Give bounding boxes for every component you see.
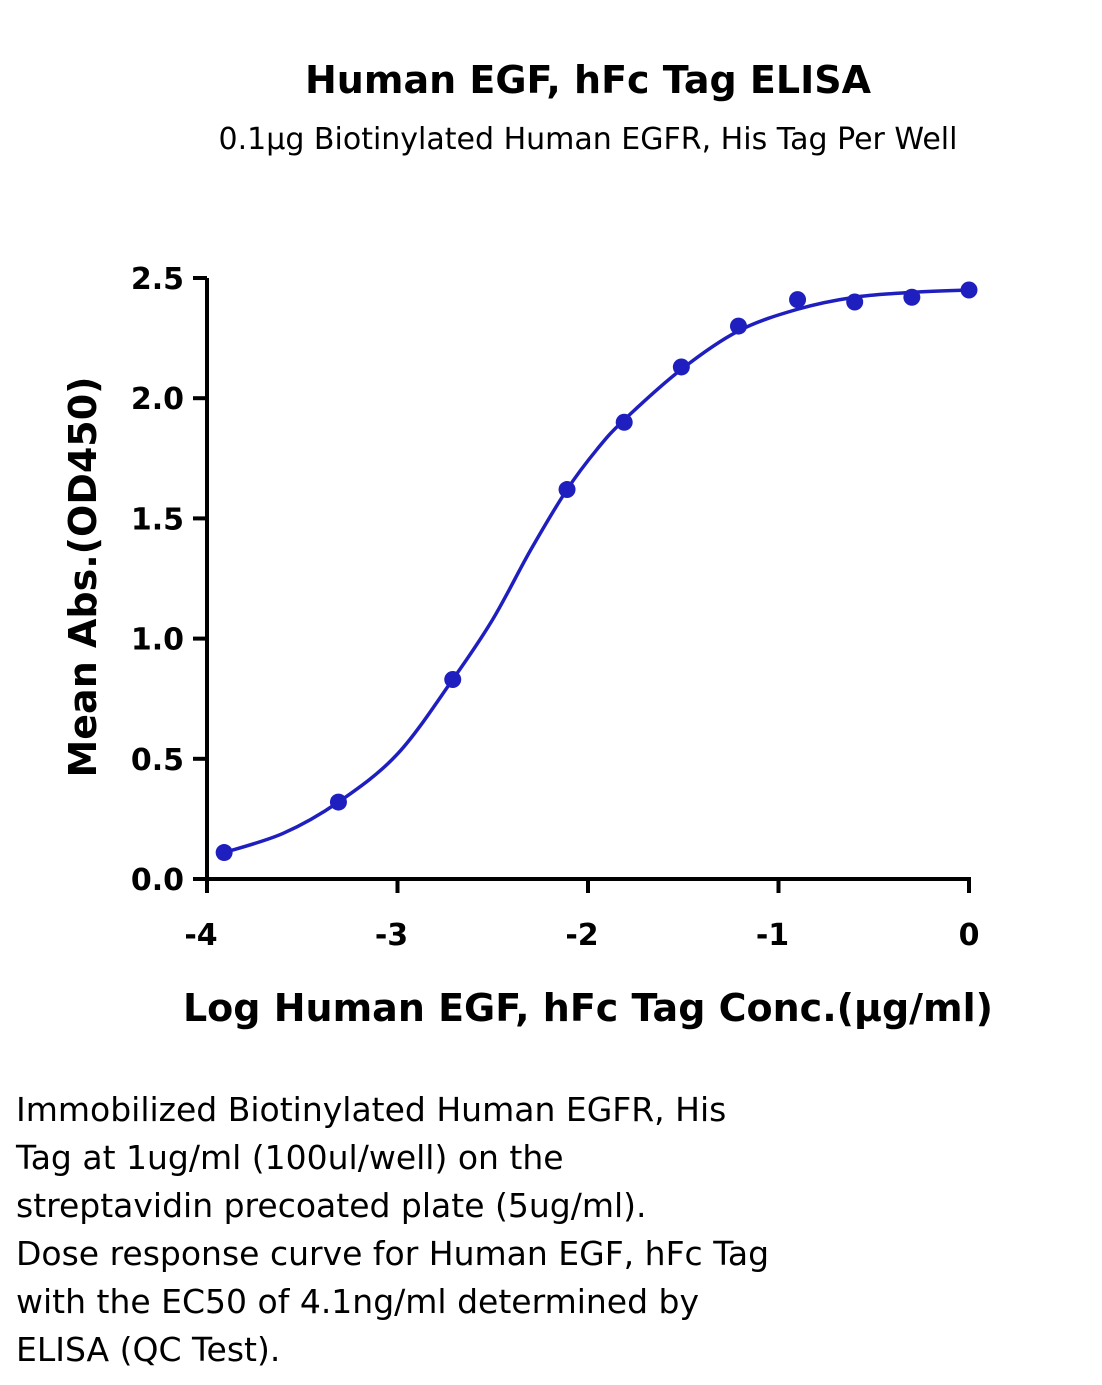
y-tick-label: 1.5	[131, 502, 184, 537]
data-point	[672, 358, 690, 376]
elisa-chart: Human EGF, hFc Tag ELISA 0.1μg Biotinyla…	[61, 58, 993, 1030]
y-axis: 0.0 0.5 1.0 1.5 2.0 2.5	[131, 262, 209, 898]
data-point	[215, 844, 233, 862]
data-point	[789, 291, 807, 309]
plot-area	[215, 281, 978, 862]
data-point	[444, 670, 462, 688]
y-tick-label: 2.0	[131, 382, 184, 417]
chart-subtitle: 0.1μg Biotinylated Human EGFR, His Tag P…	[219, 122, 958, 157]
x-tick-label: -2	[565, 918, 598, 953]
x-tick-label: -1	[756, 918, 789, 953]
x-tick-label: -4	[184, 918, 217, 953]
x-tick-label: -3	[375, 918, 408, 953]
data-point	[846, 293, 864, 311]
figure-caption: Immobilized Biotinylated Human EGFR, His…	[16, 1090, 770, 1369]
chart-title: Human EGF, hFc Tag ELISA	[305, 58, 872, 102]
fit-curve	[222, 288, 971, 855]
y-tick-label: 0.5	[131, 743, 184, 778]
y-axis-label: Mean Abs.(OD450)	[61, 376, 105, 777]
x-tick-label: 0	[959, 918, 980, 953]
y-tick-label: 2.5	[131, 262, 184, 297]
x-axis-label: Log Human EGF, hFc Tag Conc.(μg/ml)	[183, 986, 993, 1030]
data-point	[558, 481, 576, 499]
y-tick-label: 1.0	[131, 623, 184, 658]
data-point	[329, 793, 347, 811]
y-tick-label: 0.0	[131, 863, 184, 898]
data-point	[960, 281, 978, 299]
data-point	[615, 413, 633, 431]
data-point	[903, 288, 921, 306]
data-point	[729, 317, 747, 335]
x-axis: -4 -3 -2 -1 0	[184, 877, 980, 953]
